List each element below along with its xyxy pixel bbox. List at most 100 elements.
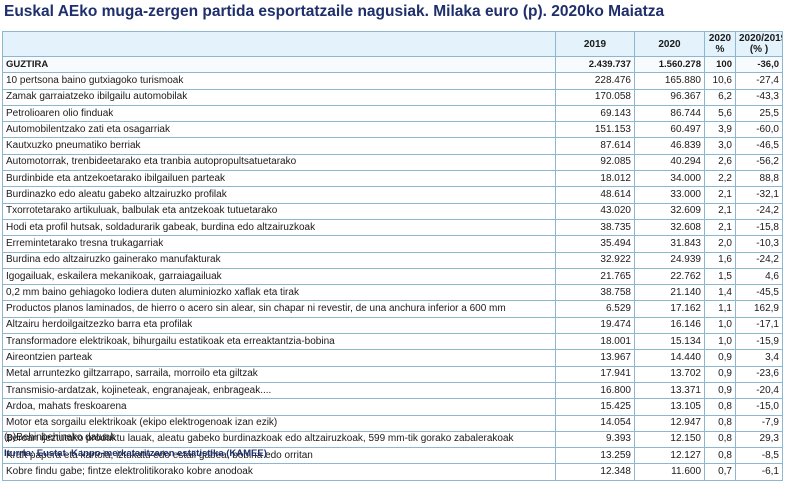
row-label: Transmisio-ardatzak, kojineteak, engrana… <box>2 381 556 400</box>
table-row: Automobilentzako zati eta osagarriak 151.… <box>2 121 783 139</box>
row-label: Automotorrak, trenbideetarako eta tranbi… <box>2 153 556 172</box>
row-label: Automobilentzako zati eta osagarriak <box>2 121 556 139</box>
row-2020: 16.146 <box>634 316 705 335</box>
table-row: Transformadore elektrikoak, bihurgailu e… <box>2 333 783 351</box>
row-change: -23,6 <box>735 365 783 383</box>
row-share: 0,7 <box>704 463 736 481</box>
table-header-row: 2019 2020 2020% 2020/2019 (% ) <box>2 31 783 57</box>
row-share: 0,9 <box>704 381 736 400</box>
row-share: 2,2 <box>704 170 736 188</box>
row-share: 2,1 <box>704 202 736 220</box>
row-change: 4,6 <box>735 267 783 286</box>
table-row: 10 pertsona baino gutxiagoko turismoak 22… <box>2 72 783 90</box>
header-change-unit: (% ) <box>749 44 769 55</box>
row-label: Erremintetarako tresna trukagarriak <box>2 235 556 253</box>
row-2019: 13.259 <box>555 447 635 465</box>
table-row: Altzairu herdoilgaitzezko barra eta prof… <box>2 316 783 335</box>
header-change-period: 2020/2019 <box>739 33 783 44</box>
row-change: -60,0 <box>735 121 783 139</box>
row-change: 25,5 <box>735 104 783 123</box>
row-change: -56,2 <box>735 153 783 172</box>
header-label <box>2 31 556 57</box>
row-label: Hodi eta profil hutsak, soldadurarik gab… <box>2 218 556 237</box>
row-2020: 24.939 <box>634 251 705 269</box>
row-label: Kobre findu gabe; fintze elektrolitikora… <box>2 463 556 481</box>
table-row: Hodi eta profil hutsak, soldadurarik gab… <box>2 218 783 237</box>
row-share: 3,9 <box>704 121 736 139</box>
row-label: Aireontzien parteak <box>2 349 556 367</box>
row-2020: 14.440 <box>634 349 705 367</box>
row-2020: 22.762 <box>634 267 705 286</box>
row-2020: 11.600 <box>634 463 705 481</box>
row-share: 0,8 <box>704 447 736 465</box>
row-change: -32,1 <box>735 186 783 204</box>
row-2019: 19.474 <box>555 316 635 335</box>
total-label: GUZTIRA <box>2 55 556 74</box>
row-2019: 32.922 <box>555 251 635 269</box>
row-2020: 96.367 <box>634 88 705 106</box>
total-share: 100 <box>704 55 736 74</box>
row-2019: 18.012 <box>555 170 635 188</box>
row-label: 0,2 mm baino gehiagoko lodiera duten alu… <box>2 284 556 302</box>
row-2019: 16.800 <box>555 381 635 400</box>
table-row: Burdinazko edo aleatu gabeko altzairuzko… <box>2 186 783 204</box>
row-label: Burdina edo altzairuzko gainerako manufa… <box>2 251 556 269</box>
header-2020: 2020 <box>634 31 705 57</box>
table-body: 2019 2020 2020% 2020/2019 (% ) GUZTIRA 2.… <box>2 31 783 481</box>
table-row: Kraft papera eta kartoia, iztukatu edo e… <box>2 447 783 465</box>
row-2020: 15.134 <box>634 333 705 351</box>
row-change: -15,8 <box>735 218 783 237</box>
header-share: 2020% <box>704 31 736 57</box>
row-2020: 13.371 <box>634 381 705 400</box>
table-row: Automotorrak, trenbideetarako eta tranbi… <box>2 153 783 172</box>
table-row: Txorrotetarako artikuluak, balbulak eta … <box>2 202 783 220</box>
row-share: 0,8 <box>704 430 736 449</box>
row-2020: 32.608 <box>634 218 705 237</box>
table-row: Metal arruntezko giltzarrapo, sarraila, … <box>2 365 783 383</box>
row-change: -7,9 <box>735 414 783 432</box>
row-2019: 48.614 <box>555 186 635 204</box>
row-share: 0,8 <box>704 398 736 416</box>
row-2020: 32.609 <box>634 202 705 220</box>
row-2019: 92.085 <box>555 153 635 172</box>
row-2020: 12.127 <box>634 447 705 465</box>
row-share: 10,6 <box>704 72 736 90</box>
exports-table: 2019 2020 2020% 2020/2019 (% ) GUZTIRA 2.… <box>2 31 783 481</box>
row-2019: 12.348 <box>555 463 635 481</box>
row-2019: 6.529 <box>555 300 635 318</box>
row-2019: 9.393 <box>555 430 635 449</box>
row-2019: 228.476 <box>555 72 635 90</box>
table-row: Motor eta sorgailu elektrikoak (ekipo el… <box>2 414 783 432</box>
row-share: 1,5 <box>704 267 736 286</box>
row-2019: 13.967 <box>555 349 635 367</box>
row-change: -17,1 <box>735 316 783 335</box>
row-2020: 86.744 <box>634 104 705 123</box>
row-2019: 35.494 <box>555 235 635 253</box>
row-2020: 17.162 <box>634 300 705 318</box>
row-2019: 21.765 <box>555 267 635 286</box>
row-label: Ardoa, mahats freskoarena <box>2 398 556 416</box>
row-share: 1,0 <box>704 333 736 351</box>
row-share: 2,0 <box>704 235 736 253</box>
table-row: Beroan ijeztutako produktu lauak, aleatu… <box>2 430 783 449</box>
footnote: (p)Behinbehineko datuak <box>4 432 116 443</box>
table-row: Burdina edo altzairuzko gainerako manufa… <box>2 251 783 269</box>
row-label: Petrolioaren olio finduak <box>2 104 556 123</box>
row-label: Kautxuzko pneumatiko berriak <box>2 137 556 155</box>
row-label: Burdinazko edo aleatu gabeko altzairuzko… <box>2 186 556 204</box>
row-2019: 43.020 <box>555 202 635 220</box>
row-2020: 40.294 <box>634 153 705 172</box>
table-row: Zamak garraiatzeko ibilgailu automobilak… <box>2 88 783 106</box>
row-label: Zamak garraiatzeko ibilgailu automobilak <box>2 88 556 106</box>
row-label: Transformadore elektrikoak, bihurgailu e… <box>2 333 556 351</box>
table-row: Transmisio-ardatzak, kojineteak, engrana… <box>2 381 783 400</box>
row-share: 2,1 <box>704 218 736 237</box>
row-2020: 165.880 <box>634 72 705 90</box>
row-share: 2,6 <box>704 153 736 172</box>
table-row: Kautxuzko pneumatiko berriak 87.614 46.839… <box>2 137 783 155</box>
header-2019: 2019 <box>555 31 635 57</box>
row-2019: 38.758 <box>555 284 635 302</box>
row-change: -45,5 <box>735 284 783 302</box>
row-change: -20,4 <box>735 381 783 400</box>
